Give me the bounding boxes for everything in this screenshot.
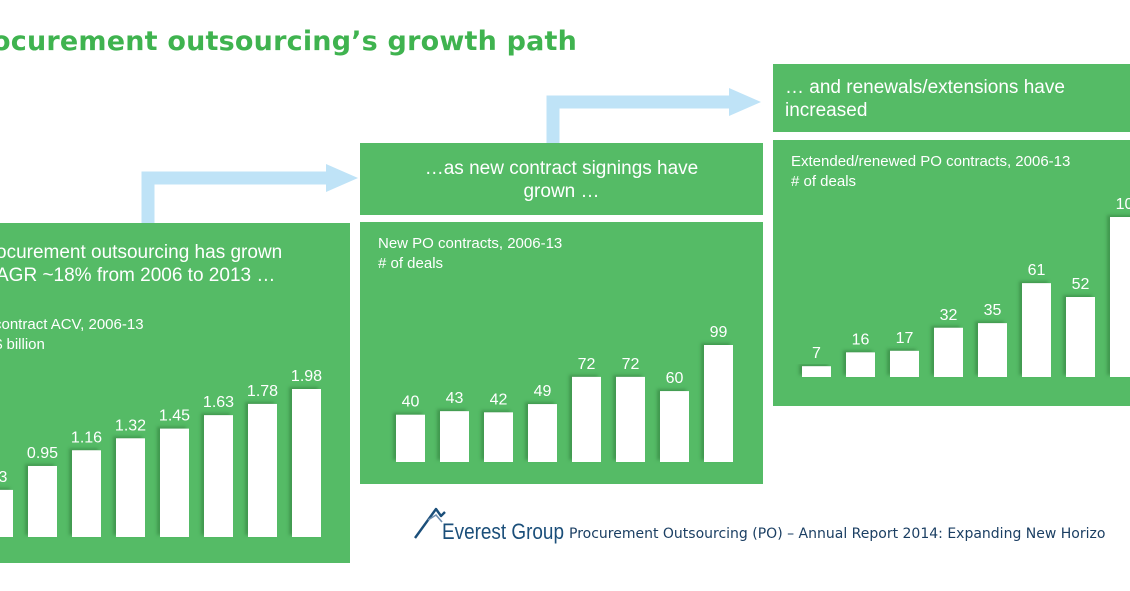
acv-value-label-2010: 1.45 — [159, 408, 190, 425]
new-contracts-header-line-2: grown … — [523, 181, 600, 202]
page-title: ocurement outsourcing’s growth path — [0, 26, 578, 57]
new-contracts-value-label-2006: 40 — [402, 394, 420, 411]
acv-header-line-1: ocurement outsourcing has grown — [0, 242, 283, 263]
new-contracts-panel: New PO contracts, 2006-13 # of deals — [360, 222, 763, 484]
acv-bar-2006 — [0, 489, 13, 537]
new-contracts-value-label-2011: 72 — [622, 356, 640, 373]
report-title: Procurement Outsourcing (PO) – Annual Re… — [569, 526, 1106, 542]
acv-chart-subtitle: contract ACV, 2006-13 $ billion — [0, 315, 144, 355]
renewals-header-line-1: … and renewals/extensions have — [785, 77, 1065, 98]
renewals-bar-2006 — [802, 366, 831, 377]
renewals-value-label-2010: 35 — [984, 302, 1002, 319]
new-contracts-bar-2006 — [396, 414, 425, 462]
renewals-bar-chart: 7 16 17 32 35 61 52 10 — [802, 196, 1130, 377]
new-contracts-bar-2013 — [704, 345, 733, 462]
renewals-subtitle-line-1: Extended/renewed PO contracts, 2006-13 — [791, 153, 1071, 170]
arrow-to-renewals-icon — [546, 88, 761, 144]
renewals-header-box: … and renewals/extensions have increased — [773, 64, 1130, 132]
new-contracts-value-label-2008: 42 — [490, 391, 508, 408]
renewals-value-label-2009: 32 — [940, 307, 958, 324]
new-contracts-value-label-2007: 43 — [446, 390, 464, 407]
acv-bar-2012 — [248, 403, 277, 537]
new-contracts-header: …as new contract signings have grown … — [360, 157, 763, 203]
acv-subtitle-line-1: contract ACV, 2006-13 — [0, 316, 144, 333]
new-contracts-bar-2012 — [660, 391, 689, 462]
acv-bar-2009 — [116, 438, 145, 537]
acv-bar-2007 — [28, 465, 57, 537]
acv-bar-chart: 63 0.95 1.16 1.32 1.45 1.63 1.78 1.98 — [0, 368, 322, 537]
renewals-value-label-2011: 61 — [1028, 262, 1046, 279]
renewals-header: … and renewals/extensions have increased — [785, 76, 1065, 122]
acv-value-label-2011: 1.63 — [203, 394, 234, 411]
new-contracts-bar-2011 — [616, 376, 645, 462]
renewals-bar-2008 — [890, 350, 919, 377]
new-contracts-subtitle: New PO contracts, 2006-13 # of deals — [378, 234, 562, 274]
renewals-bar-2009 — [934, 327, 963, 377]
acv-panel-header: ocurement outsourcing has grown AGR ~18%… — [0, 241, 282, 287]
new-contracts-value-label-2010: 72 — [578, 356, 596, 373]
renewals-value-label-2012: 52 — [1072, 276, 1090, 293]
renewals-subtitle-line-2: # of deals — [791, 173, 857, 190]
renewals-bar-2012 — [1066, 297, 1095, 377]
new-contracts-header-box: …as new contract signings have grown … — [360, 143, 763, 215]
new-contracts-value-label-2009: 49 — [534, 383, 552, 400]
new-contracts-header-line-1: …as new contract signings have — [424, 158, 699, 179]
acv-value-label-2007: 0.95 — [27, 445, 58, 462]
renewals-value-label-2013: 10 — [1116, 196, 1130, 213]
renewals-bar-2011 — [1022, 283, 1051, 377]
acv-bar-2011 — [204, 415, 233, 537]
acv-value-label-2012: 1.78 — [247, 383, 278, 400]
acv-value-label-2006: 63 — [0, 469, 8, 486]
brand-name: Everest Group — [442, 519, 564, 544]
new-contracts-bar-2007 — [440, 411, 469, 462]
acv-bar-2013 — [292, 389, 321, 537]
new-contracts-subtitle-line-1: New PO contracts, 2006-13 — [378, 235, 563, 252]
renewals-bar-2010 — [978, 323, 1007, 377]
renewals-value-label-2007: 16 — [852, 331, 870, 348]
new-contracts-bar-2010 — [572, 376, 601, 462]
acv-bar-2008 — [72, 450, 101, 537]
renewals-bar-2013 — [1110, 217, 1130, 377]
new-contracts-bar-2008 — [484, 412, 513, 462]
acv-value-label-2008: 1.16 — [71, 429, 102, 446]
footer: Everest Group Procurement Outsourcing (P… — [414, 506, 1130, 550]
renewals-header-line-2: increased — [785, 100, 868, 121]
everest-mountain-logo-icon — [414, 507, 446, 539]
arrow-to-new-contracts-icon — [141, 164, 358, 230]
acv-subtitle-line-2: $ billion — [0, 336, 45, 353]
acv-bar-2010 — [160, 428, 189, 537]
acv-header-line-2: AGR ~18% from 2006 to 2013 … — [0, 265, 276, 286]
acv-value-label-2013: 1.98 — [291, 368, 322, 385]
new-contracts-value-label-2013: 99 — [710, 324, 728, 341]
new-contracts-bar-2009 — [528, 404, 557, 462]
new-contracts-value-label-2012: 60 — [666, 370, 684, 387]
renewals-bar-2007 — [846, 352, 875, 377]
renewals-value-label-2008: 17 — [896, 330, 914, 347]
new-contracts-subtitle-line-2: # of deals — [378, 255, 444, 272]
renewals-subtitle: Extended/renewed PO contracts, 2006-13 #… — [791, 152, 1070, 192]
new-contracts-bar-chart: 40 43 42 49 72 72 60 99 — [396, 324, 733, 462]
acv-value-label-2009: 1.32 — [115, 417, 146, 434]
renewals-value-label-2006: 7 — [812, 345, 821, 362]
